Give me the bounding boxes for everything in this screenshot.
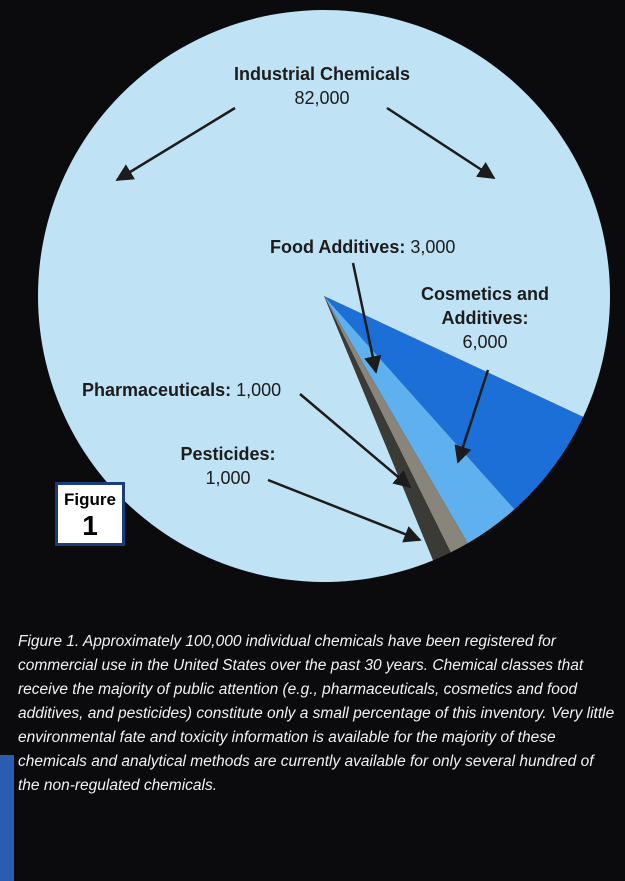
pie — [38, 9, 611, 582]
category-label: Pesticides: — [180, 444, 276, 464]
slice-label: Industrial Chemicals 82,000 — [172, 62, 472, 110]
value-label: 82,000 — [294, 88, 350, 108]
arrow — [454, 369, 490, 464]
figure-badge: Figure 1 — [55, 482, 125, 546]
slice-label: Pharmaceuticals: 1,000 — [82, 378, 382, 402]
pie-slice — [324, 296, 584, 510]
value-label: 6,000 — [462, 332, 508, 352]
category-label: Food Additives: — [270, 237, 406, 257]
category-label: Pharmaceuticals: — [82, 380, 232, 400]
badge-number: 1 — [82, 510, 98, 541]
value-label: 1,000 — [205, 468, 251, 488]
value-label: 3,000 — [410, 237, 456, 257]
pie-slice — [324, 296, 451, 561]
arrow — [351, 262, 382, 374]
pie-slice — [324, 296, 468, 553]
arrows — [115, 106, 496, 543]
pie-slice — [38, 9, 611, 582]
arrow — [267, 478, 422, 543]
arrow — [115, 106, 236, 182]
slice-label: Pesticides: 1,000 — [158, 442, 298, 490]
arrow — [299, 393, 412, 489]
arrow — [386, 106, 496, 180]
badge-text: Figure — [64, 490, 116, 509]
caption: Figure 1. Approximately 100,000 individu… — [18, 633, 615, 794]
slice-label: Cosmetics and Additives: 6,000 — [385, 282, 585, 354]
category-label: Industrial Chemicals — [233, 64, 411, 84]
category-label: Cosmetics and Additives: — [420, 284, 550, 328]
value-label: 1,000 — [236, 380, 282, 400]
frame-strip — [0, 755, 14, 881]
slice-label: Food Additives: 3,000 — [270, 235, 570, 259]
chart — [38, 9, 611, 582]
